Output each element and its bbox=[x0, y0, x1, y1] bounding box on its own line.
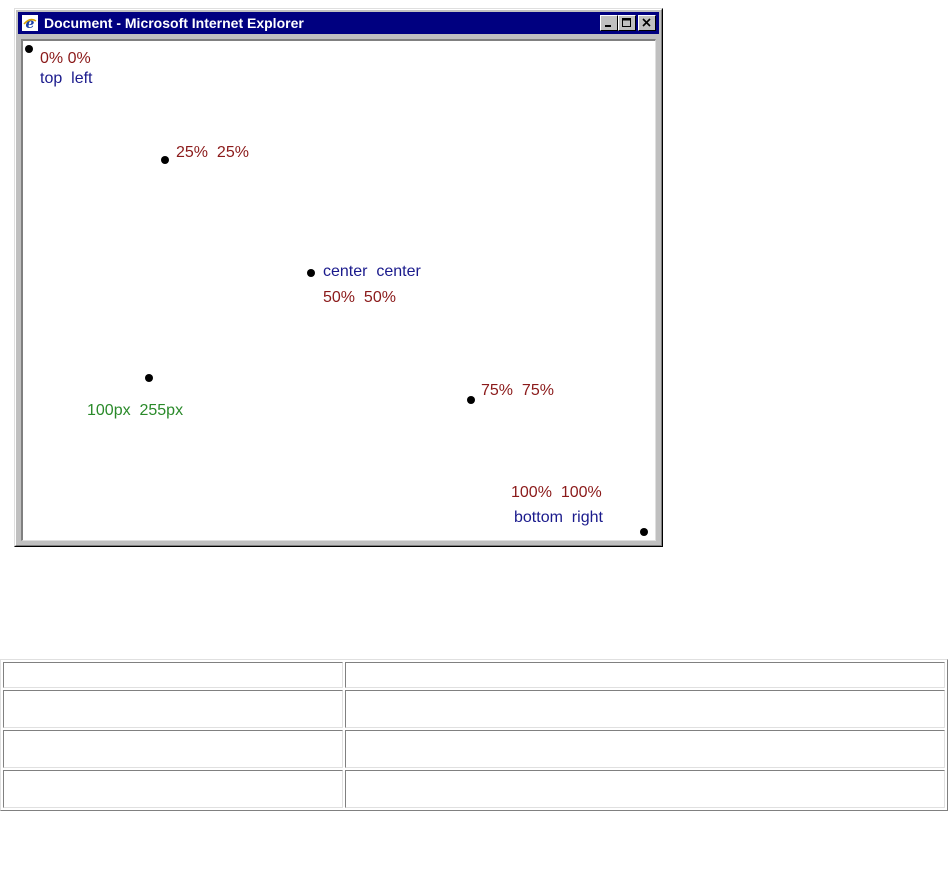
label-100px-255px: 100px 255px bbox=[87, 402, 184, 419]
table-cell bbox=[345, 662, 945, 688]
svg-text:e: e bbox=[26, 16, 35, 31]
table-row bbox=[3, 662, 945, 688]
marker-dot-bottom-right bbox=[640, 528, 648, 536]
internet-explorer-icon: e bbox=[21, 14, 39, 32]
window-controls bbox=[600, 15, 656, 31]
window-title: Document - Microsoft Internet Explorer bbox=[44, 15, 304, 31]
label-top-left: top left bbox=[40, 70, 93, 87]
table-cell bbox=[3, 662, 343, 688]
minimize-button[interactable] bbox=[600, 15, 618, 31]
close-icon bbox=[642, 18, 651, 27]
table-cell bbox=[345, 770, 945, 808]
maximize-button[interactable] bbox=[618, 15, 636, 31]
table-row bbox=[3, 770, 945, 808]
maximize-icon bbox=[622, 18, 631, 27]
label-75-75-percent: 75% 75% bbox=[481, 382, 554, 399]
property-table bbox=[0, 659, 948, 811]
label-bottom-right: bottom right bbox=[514, 509, 603, 526]
close-button[interactable] bbox=[638, 15, 656, 31]
table-row bbox=[3, 690, 945, 728]
marker-dot-center bbox=[307, 269, 315, 277]
label-100-100-percent: 100% 100% bbox=[511, 484, 602, 501]
table-cell bbox=[345, 730, 945, 768]
label-50-50-percent: 50% 50% bbox=[323, 289, 396, 306]
table-cell bbox=[3, 730, 343, 768]
table-cell bbox=[345, 690, 945, 728]
table-cell bbox=[3, 770, 343, 808]
table-row bbox=[3, 730, 945, 768]
label-center-center: center center bbox=[323, 263, 421, 280]
label-25-25-percent: 25% 25% bbox=[176, 144, 249, 161]
table-cell bbox=[3, 690, 343, 728]
minimize-icon bbox=[605, 25, 611, 27]
page-content-area: 0% 0% top left 25% 25% center center 50%… bbox=[21, 39, 656, 541]
marker-dot-100px-255px bbox=[145, 374, 153, 382]
label-0-0-percent: 0% 0% bbox=[40, 50, 91, 67]
marker-dot-25-25 bbox=[161, 156, 169, 164]
title-bar[interactable]: e Document - Microsoft Internet Explorer bbox=[18, 12, 659, 34]
browser-window: e Document - Microsoft Internet Explorer bbox=[14, 8, 663, 547]
marker-dot-75-75 bbox=[467, 396, 475, 404]
marker-dot-top-left bbox=[25, 45, 33, 53]
